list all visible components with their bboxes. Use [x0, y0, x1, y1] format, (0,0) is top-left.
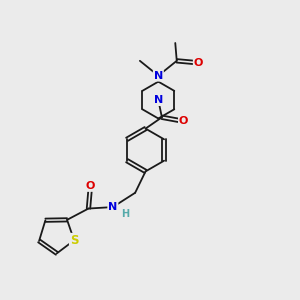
Text: N: N: [154, 71, 163, 81]
Text: N: N: [108, 202, 118, 212]
Text: O: O: [179, 116, 188, 126]
Text: O: O: [194, 58, 203, 68]
Text: H: H: [121, 208, 129, 219]
Text: S: S: [70, 234, 78, 247]
Text: N: N: [154, 95, 163, 105]
Text: O: O: [85, 181, 94, 191]
Text: N: N: [154, 95, 163, 105]
